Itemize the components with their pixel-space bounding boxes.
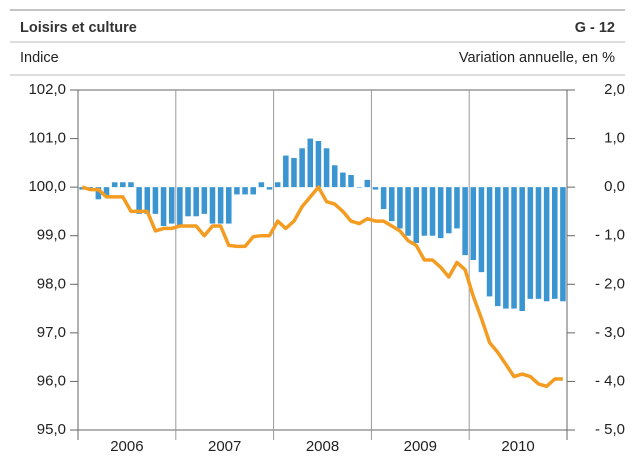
bar [168,187,175,224]
bar [95,187,102,200]
bar [144,187,151,214]
bar [111,182,118,188]
bar [364,179,371,188]
bar [519,187,525,311]
bar [503,187,509,309]
y-tick-label: 102,0 [28,81,66,98]
bar [429,187,436,236]
bar [340,172,346,188]
bar [193,187,199,217]
bar [446,187,452,234]
bar [291,158,297,188]
bar [380,187,387,209]
x-tick-label: 2008 [306,438,339,455]
bar [120,182,126,188]
y-tick-label: 97,0 [37,324,66,341]
y2-tick-label: - 1,0 [595,227,625,244]
y-tick-label: 96,0 [37,372,66,389]
bar [103,187,110,197]
x-tick-label: 2006 [110,438,143,455]
bar [356,187,362,188]
y-tick-label: 101,0 [28,130,66,147]
bar [177,187,183,226]
bar [160,187,167,226]
bar [242,187,248,195]
bar [201,187,208,214]
bar [185,187,191,217]
bar [234,187,240,195]
y2-tick-label: - 4,0 [595,372,625,389]
bar [511,187,517,309]
x-tick-label: 2010 [501,438,534,455]
bar [136,187,142,214]
bar [560,187,566,302]
bar [258,182,265,188]
bar [552,187,558,299]
bar [226,187,232,224]
bar [462,187,468,256]
y2-tick-label: 2,0 [604,81,625,98]
bar [307,138,314,188]
bar [437,187,444,239]
y2-tick-label: 0,0 [604,178,625,195]
bar [543,187,550,302]
y2-tick-label: - 3,0 [595,324,625,341]
bar [494,187,501,307]
bar [209,187,216,224]
bar [217,187,224,224]
y2-axis-label: Variation annuelle, en % [459,50,615,66]
bar [152,187,159,214]
bar [348,175,354,188]
bar [315,141,322,188]
bar [331,165,338,188]
y2-tick-label: 1,0 [604,130,625,147]
y-tick-label: 98,0 [37,275,66,292]
bar [421,187,428,236]
plot-area [77,89,568,431]
bar [470,187,477,260]
bar [486,187,493,297]
bar [389,187,395,222]
bar [128,182,134,188]
bar [274,182,281,188]
bar [250,187,256,195]
bar [454,187,460,229]
chart-code: G - 12 [575,20,615,36]
bar [478,187,485,273]
y-axis-label: Indice [20,50,59,66]
y2-tick-label: - 5,0 [595,421,625,438]
bar [413,187,419,243]
bar [323,148,330,188]
y-tick-label: 95,0 [37,421,66,438]
bar [397,187,403,229]
chart-title: Loisirs et culture [20,20,137,36]
bar [266,187,273,190]
y-tick-label: 100,0 [28,178,66,195]
y2-tick-label: - 2,0 [595,275,625,292]
x-tick-label: 2009 [404,438,437,455]
bar [405,187,411,236]
y-tick-label: 99,0 [37,227,66,244]
bar [299,148,305,188]
x-tick-label: 2007 [208,438,241,455]
bar [372,187,379,190]
bar [535,187,542,299]
bar [283,155,289,188]
line [81,185,563,389]
bar [527,187,534,299]
